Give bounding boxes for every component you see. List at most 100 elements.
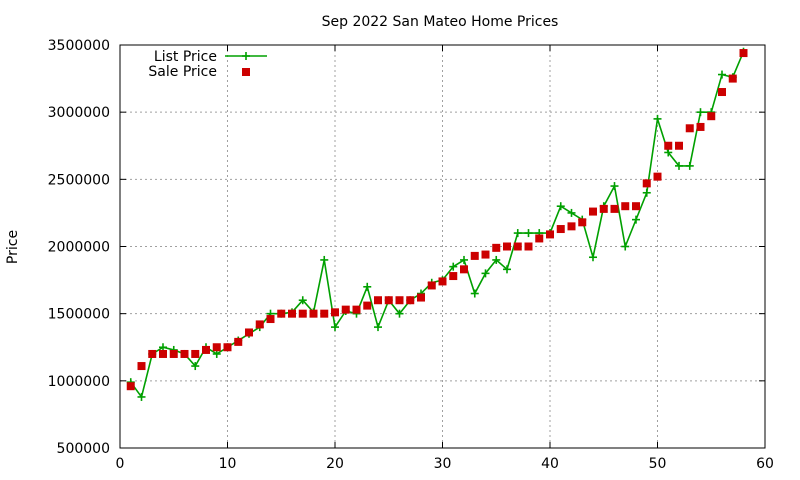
- sale-price-point: [621, 202, 630, 211]
- y-axis: 500000 1000000 1500000 2000000 2500000 300000…: [48, 38, 765, 457]
- list-price-point: [589, 253, 597, 262]
- legend-marks: [225, 52, 267, 76]
- chart-title: Sep 2022 San Mateo Home Prices: [322, 14, 559, 30]
- sale-price-point: [374, 296, 382, 305]
- list-price-point: [503, 265, 511, 274]
- list-price-point: [685, 161, 694, 170]
- x-tick-label: 20: [326, 456, 344, 472]
- sale-price-point: [212, 343, 221, 352]
- x-tick-label: 50: [649, 456, 667, 472]
- sale-price-point: [664, 141, 673, 150]
- x-axis: 0 10 20 30 40 50 60: [116, 45, 774, 472]
- list-price-point: [632, 215, 640, 224]
- sale-price-point: [513, 242, 522, 251]
- list-price-point: [137, 392, 146, 401]
- legend: List Price Sale Price: [148, 49, 267, 80]
- sale-price-point: [556, 225, 565, 234]
- sale-price-point: [685, 124, 694, 133]
- sale-price-point: [675, 141, 683, 150]
- sale-price-point: [632, 202, 640, 211]
- x-tick-label: 10: [219, 456, 237, 472]
- y-tick-label: 3500000: [48, 38, 110, 54]
- sale-price-point: [492, 243, 501, 252]
- list-price-point: [374, 323, 382, 332]
- sale-price-point: [460, 265, 468, 274]
- series-line-list-price: [130, 51, 745, 399]
- sale-price-point: [438, 277, 447, 286]
- y-tick-label: 500000: [57, 441, 110, 457]
- list-price-point: [621, 242, 630, 251]
- x-tick-label: 40: [541, 456, 559, 472]
- sale-price-point: [148, 349, 157, 358]
- sale-price-point: [610, 204, 619, 213]
- list-price-point: [481, 269, 490, 278]
- sale-price-point: [309, 309, 318, 318]
- sale-price-point: [363, 301, 372, 310]
- sale-price-point: [341, 305, 350, 314]
- legend-label-sale-price: Sale Price: [148, 64, 217, 80]
- sale-price-point: [427, 281, 436, 290]
- list-price-point: [492, 255, 501, 264]
- x-tick-label: 60: [756, 456, 774, 472]
- grid: [120, 45, 765, 448]
- sale-price-point: [159, 349, 167, 358]
- sale-price-point: [126, 382, 135, 391]
- sale-price-point: [642, 179, 651, 188]
- sale-price-point: [331, 308, 339, 317]
- list-price-point: [610, 182, 619, 191]
- y-tick-label: 2500000: [48, 172, 110, 188]
- sale-price-point: [739, 49, 748, 58]
- sale-price-point: [718, 88, 726, 97]
- list-price-point: [524, 229, 533, 238]
- sale-price-point: [223, 343, 232, 352]
- x-tick-label: 30: [434, 456, 452, 472]
- sale-price-point: [653, 172, 662, 181]
- sale-price-point: [384, 296, 393, 305]
- sale-price-point: [728, 74, 737, 83]
- y-tick-label: 1500000: [48, 307, 110, 323]
- list-price-point: [363, 282, 372, 291]
- sale-price-point: [481, 250, 490, 259]
- sale-price-point: [567, 222, 576, 231]
- sale-price-point: [255, 320, 264, 329]
- list-price-point: [191, 362, 200, 371]
- list-price-point: [675, 161, 683, 170]
- sale-price-point: [406, 296, 415, 305]
- series-1: [126, 49, 748, 391]
- sale-price-point: [503, 242, 511, 251]
- list-price-point: [653, 114, 662, 123]
- sale-price-point: [191, 349, 200, 358]
- sale-price-point: [266, 315, 275, 324]
- list-price-point: [470, 289, 479, 298]
- legend-marker-sale-price: [242, 68, 250, 76]
- sale-price-point: [589, 207, 597, 216]
- sale-price-point: [137, 362, 146, 371]
- sale-price-point: [449, 272, 458, 281]
- sale-price-point: [395, 296, 404, 305]
- list-price-point: [298, 296, 307, 305]
- sale-price-point: [234, 337, 243, 346]
- sale-price-point: [546, 230, 554, 239]
- list-price-point: [664, 148, 673, 157]
- y-tick-label: 2000000: [48, 240, 110, 256]
- legend-label-list-price: List Price: [154, 49, 217, 65]
- list-price-point: [395, 309, 404, 318]
- sale-price-point: [298, 309, 307, 318]
- series-layer: [126, 47, 748, 401]
- list-price-point: [567, 208, 576, 217]
- legend-marker-list-price: [242, 52, 250, 60]
- sale-price-point: [524, 242, 533, 251]
- sale-price-point: [578, 218, 587, 227]
- sale-price-point: [169, 349, 178, 358]
- list-price-point: [320, 255, 329, 264]
- sale-price-point: [470, 251, 479, 260]
- y-tick-label: 3000000: [48, 105, 110, 121]
- sale-price-point: [535, 234, 544, 243]
- list-price-point: [331, 323, 339, 332]
- sale-price-point: [696, 122, 705, 131]
- list-price-point: [513, 229, 522, 238]
- sale-price-point: [352, 305, 361, 314]
- sale-price-point: [417, 293, 425, 302]
